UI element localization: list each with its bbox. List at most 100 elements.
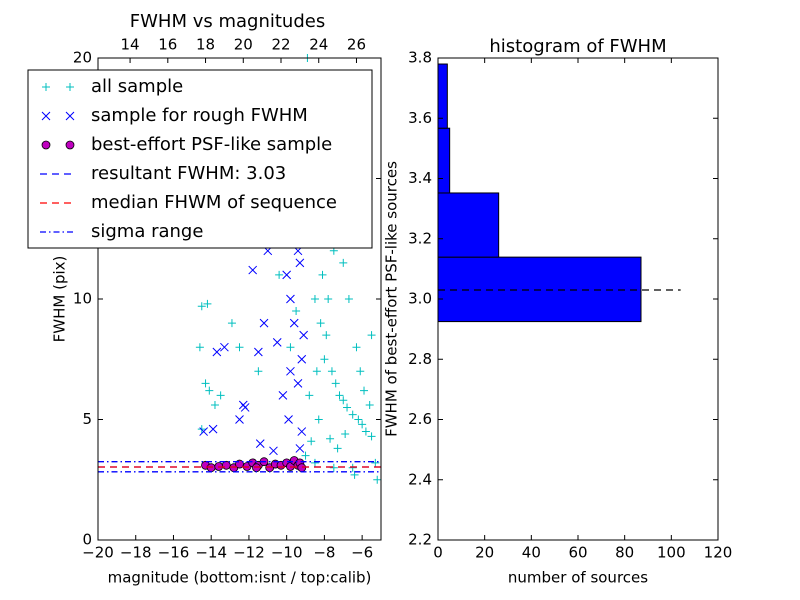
point: [284, 415, 293, 424]
y-tick-label: 5: [82, 410, 92, 428]
point: [278, 391, 288, 400]
point: [354, 415, 363, 424]
chart-title: histogram of FWHM: [489, 36, 666, 57]
point: [367, 331, 376, 340]
bar: [437, 127, 451, 194]
point: [210, 401, 219, 410]
point: [254, 347, 263, 357]
point: [344, 295, 353, 303]
legend-marker: [66, 83, 74, 91]
point: [320, 355, 329, 364]
point: [297, 427, 307, 436]
legend: all sample sample for rough FWHM best-effo…: [27, 69, 373, 249]
legend-marker: [41, 140, 51, 150]
x-tick-label: 20: [475, 544, 494, 562]
point: [358, 420, 367, 429]
point: [341, 429, 350, 438]
point: [208, 424, 218, 434]
y-axis-label: FWHM of best-effort PSF-like sources: [383, 161, 401, 437]
y-tick-label: 3.0: [408, 290, 432, 308]
point: [212, 347, 222, 357]
point: [201, 379, 210, 388]
point: [254, 367, 263, 376]
point: [221, 460, 231, 470]
point: [235, 343, 244, 352]
x-axis-label: magnitude (bottom:isnt / top:calib): [108, 569, 372, 587]
y-tick-label: 3.6: [408, 109, 432, 127]
point: [252, 463, 261, 473]
y-tick-label: 0: [82, 531, 92, 549]
legend-marker: [65, 140, 75, 150]
point: [235, 415, 244, 424]
point: [197, 302, 206, 311]
y-tick-label: 2.4: [408, 470, 432, 488]
point: [299, 330, 309, 340]
point: [227, 319, 236, 328]
y-tick-label: 20: [73, 49, 92, 67]
point: [289, 318, 299, 328]
point: [312, 367, 321, 376]
point: [259, 318, 269, 328]
y-tick-label: 3.8: [408, 49, 432, 67]
x-tick-label: 60: [568, 544, 587, 562]
x-tick-label: −20: [82, 544, 114, 562]
x-tick-label: −8: [313, 544, 335, 562]
x-tick-label: −12: [233, 544, 265, 562]
y-tick-label: 2.8: [408, 350, 432, 368]
bar: [437, 256, 642, 323]
legend-label: best-effort PSF-like sample: [91, 134, 332, 155]
x2-tick-label: 26: [347, 36, 366, 54]
point: [286, 343, 295, 352]
x-tick-label: 100: [657, 544, 686, 562]
x2-tick-label: 24: [309, 36, 328, 54]
legend-label: sample for rough FWHM: [91, 105, 308, 126]
point: [292, 307, 301, 316]
point: [286, 366, 295, 376]
point: [255, 439, 265, 448]
axes-frame: [437, 57, 719, 541]
point: [275, 270, 284, 279]
x-tick-label: 120: [704, 544, 733, 562]
point: [269, 446, 278, 456]
bar: [437, 192, 500, 258]
x-tick-label: 0: [433, 544, 443, 562]
point: [248, 265, 258, 275]
point: [295, 444, 305, 453]
y-axis-label: FWHM (pix): [51, 256, 69, 343]
point: [295, 258, 305, 268]
point: [318, 270, 327, 279]
point: [307, 437, 316, 446]
legend-label: resultant FWHM: 3.03: [91, 163, 286, 184]
point: [373, 475, 382, 484]
point: [356, 367, 365, 376]
x2-tick-label: 20: [234, 36, 253, 54]
point: [195, 343, 204, 352]
point: [348, 410, 357, 419]
point: [199, 427, 209, 436]
point: [329, 463, 338, 472]
point: [348, 463, 357, 472]
point: [371, 458, 380, 467]
point: [343, 403, 352, 412]
legend-marker: [65, 111, 75, 121]
x-axis-label: number of sources: [508, 569, 648, 587]
point: [316, 319, 325, 328]
legend-box: [27, 69, 373, 249]
point: [322, 331, 331, 340]
point: [203, 299, 212, 308]
point: [339, 396, 348, 405]
point: [297, 463, 307, 473]
point: [220, 342, 229, 352]
point: [293, 378, 303, 388]
x-tick-label: −6: [351, 544, 373, 562]
point: [331, 379, 340, 388]
point: [365, 401, 374, 410]
point: [206, 463, 216, 473]
point: [282, 270, 292, 280]
axes-frame: [97, 57, 382, 541]
legend-marker: [41, 111, 51, 121]
point: [361, 427, 370, 436]
point: [360, 386, 369, 395]
x-tick-label: −14: [195, 544, 227, 562]
